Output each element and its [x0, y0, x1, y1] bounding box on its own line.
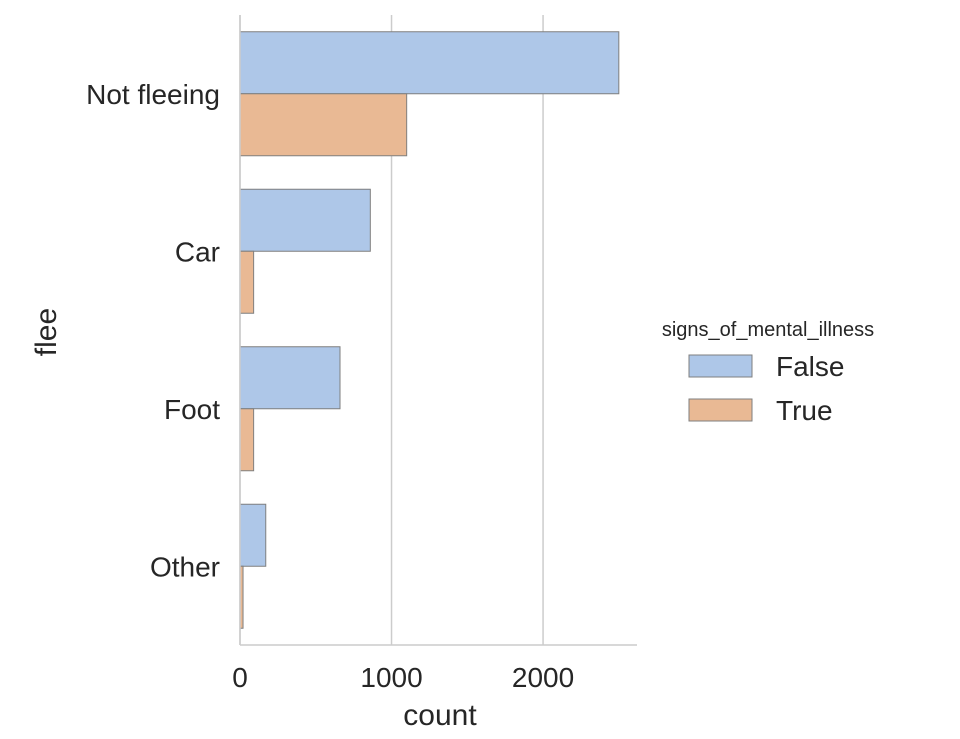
x-tick-label: 2000: [512, 662, 574, 693]
legend-label-true: True: [776, 395, 833, 426]
bar-other-false: [239, 503, 267, 567]
legend-swatch-true: [688, 398, 753, 422]
legend-label-false: False: [776, 351, 844, 382]
legend-items: False True: [688, 351, 844, 426]
legend-title: signs_of_mental_illness: [662, 319, 874, 341]
y-axis-title: flee: [30, 308, 63, 356]
legend-swatch-false: [688, 354, 753, 378]
x-axis-title: count: [403, 699, 477, 732]
y-category-label: Other: [150, 551, 220, 582]
axes: [239, 15, 637, 646]
legend: signs_of_mental_illness False True: [662, 319, 874, 426]
bar-foot-false: [239, 346, 341, 410]
bar-car-false: [239, 188, 371, 252]
x-tick-labels: 0 1000 2000: [232, 662, 574, 693]
bar-foot-true: [239, 408, 255, 472]
x-tick-label: 1000: [360, 662, 422, 693]
bar-not-fleeing-false: [239, 31, 620, 95]
bar-not-fleeing-true: [239, 93, 408, 157]
bar-car-true: [239, 250, 255, 314]
y-category-label: Car: [175, 236, 220, 267]
bars: [239, 31, 620, 629]
y-category-labels: Not fleeing Car Foot Other: [86, 79, 220, 583]
x-tick-label: 0: [232, 662, 248, 693]
y-category-label: Not fleeing: [86, 79, 220, 110]
y-category-label: Foot: [164, 394, 220, 425]
